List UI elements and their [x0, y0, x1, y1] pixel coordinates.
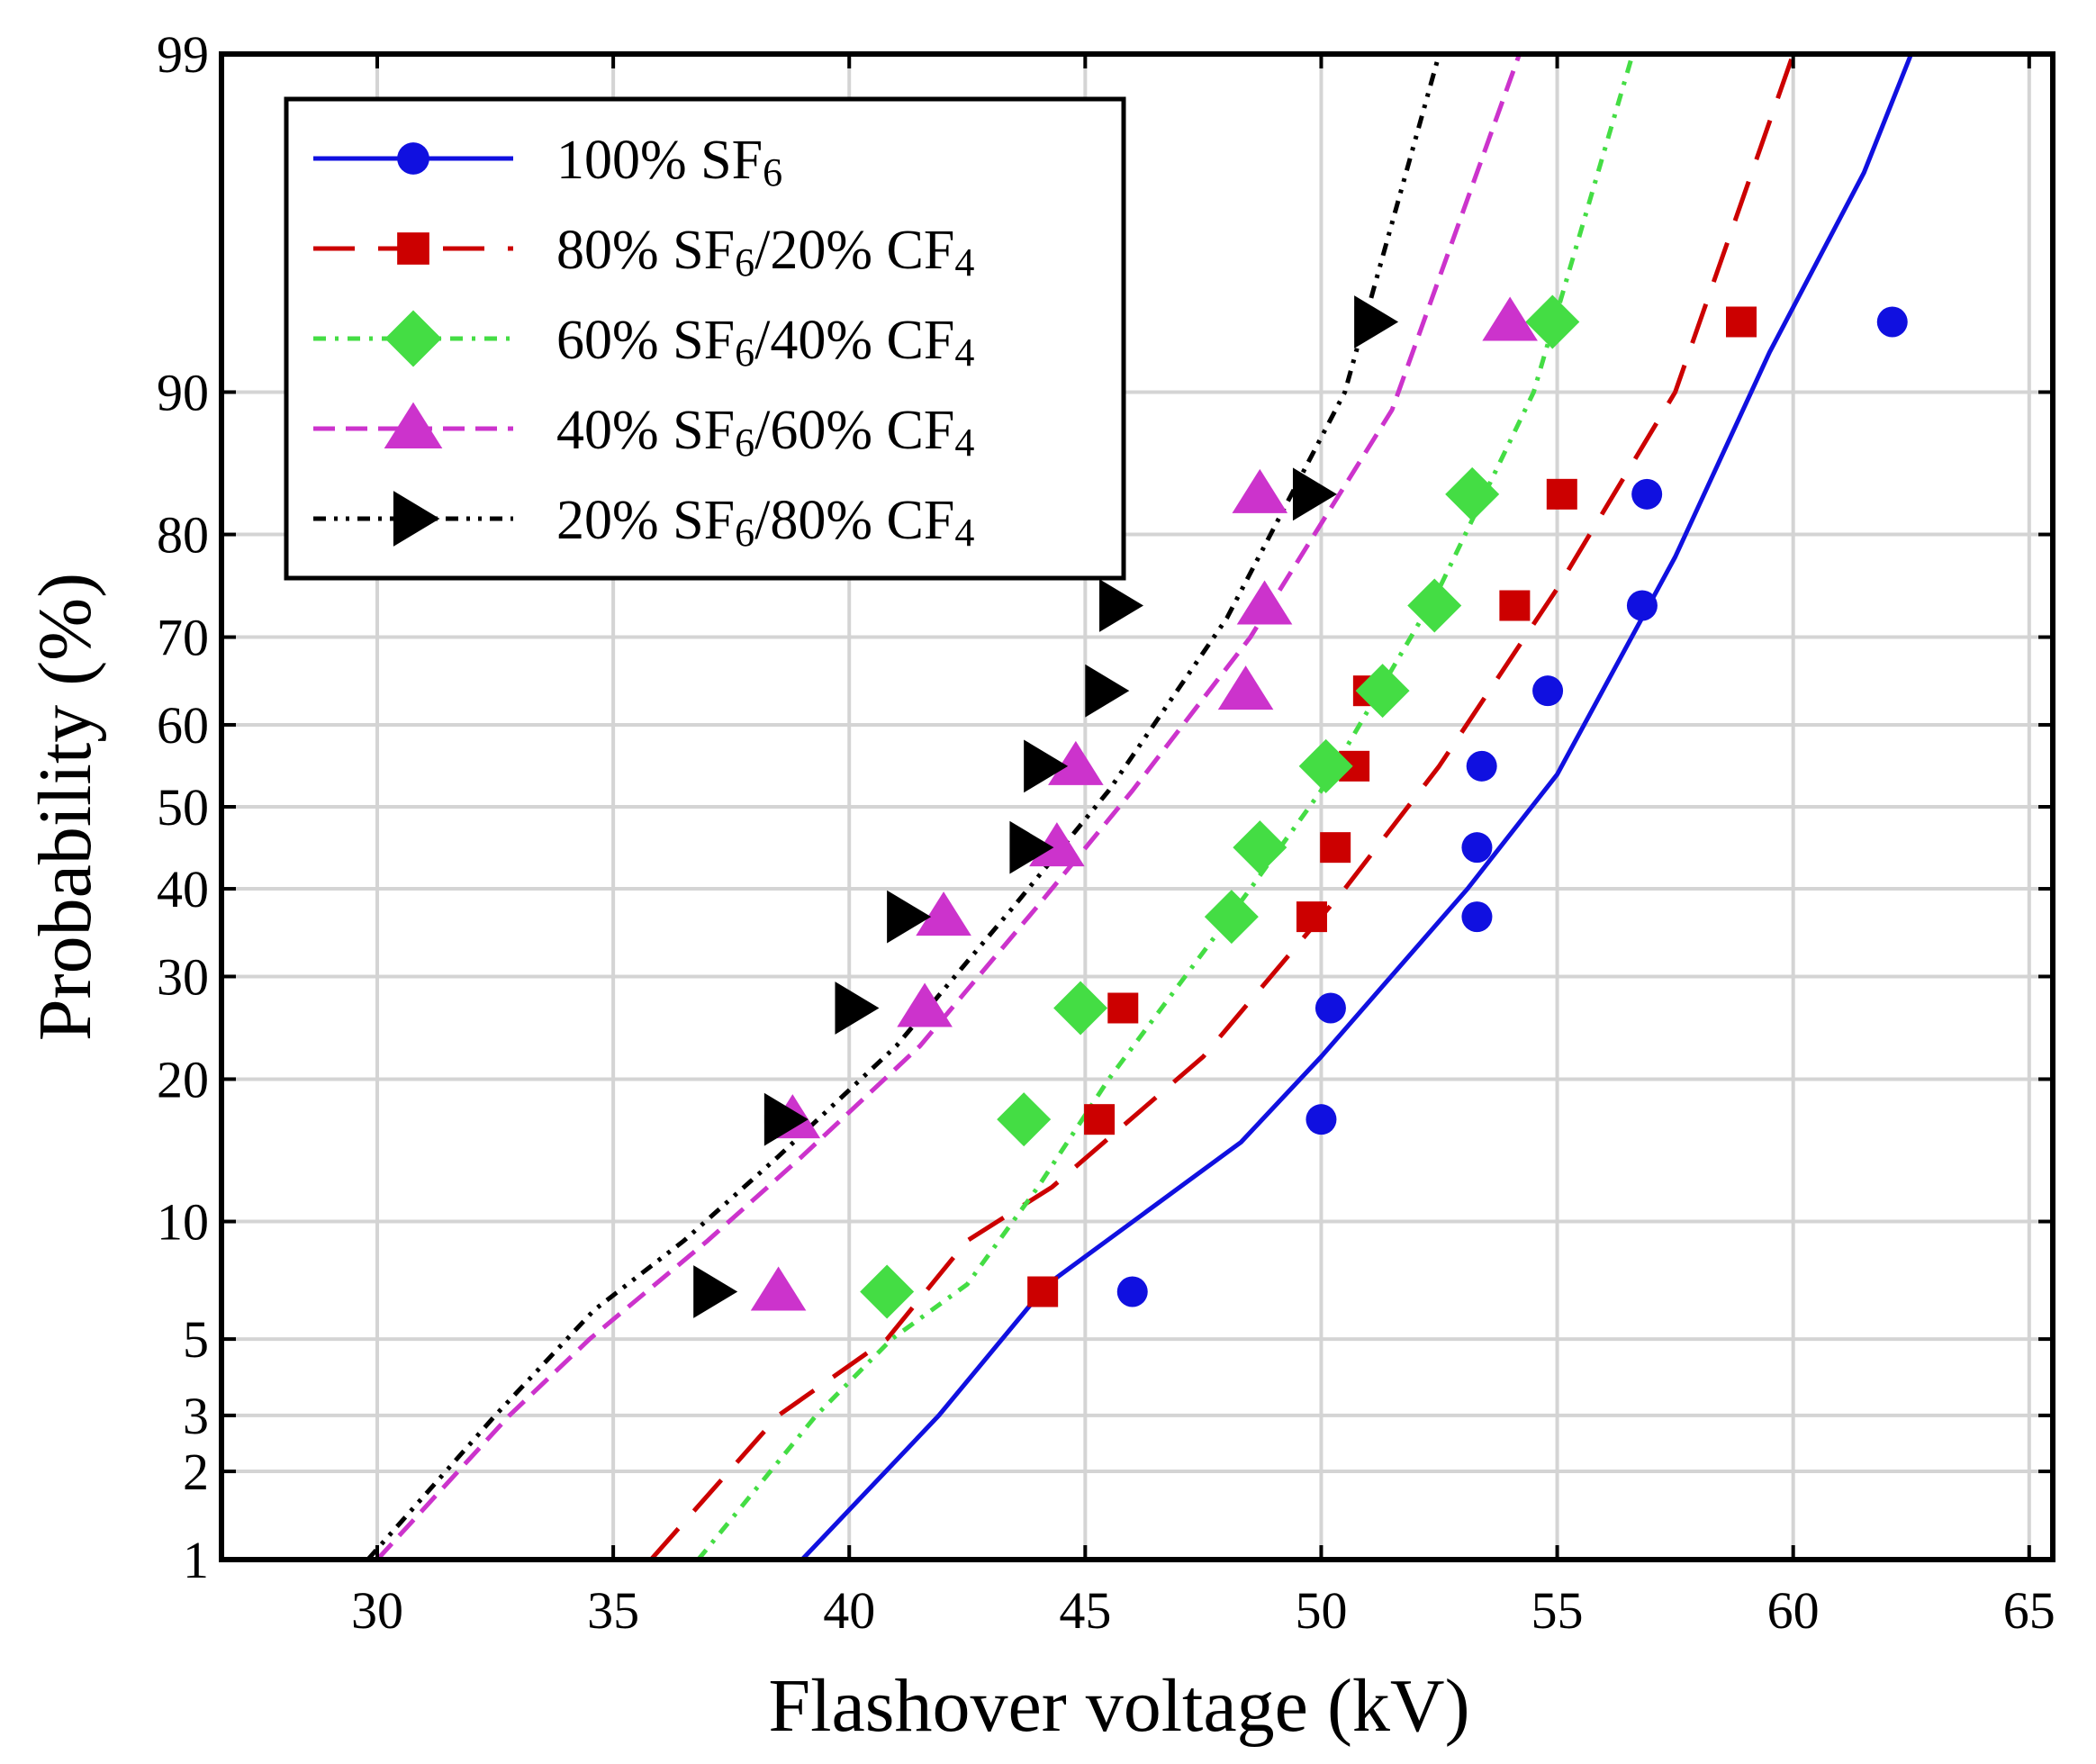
data-point-series-1: [1532, 675, 1564, 707]
data-point-series-3: [860, 1264, 915, 1319]
data-point-series-5: [1354, 295, 1399, 348]
legend-label-1: 100% SF6: [556, 130, 782, 194]
data-markers: [693, 294, 1908, 1319]
data-point-series-5: [887, 890, 932, 944]
data-point-series-2: [1726, 306, 1757, 338]
data-point-series-3: [1204, 890, 1259, 945]
data-point-series-1: [1116, 1276, 1148, 1307]
data-point-series-3: [1233, 820, 1287, 875]
data-point-series-4: [1029, 822, 1085, 867]
data-point-series-1: [1631, 478, 1663, 510]
x-tick-label: 45: [1059, 1581, 1111, 1640]
x-tick-label: 35: [587, 1581, 639, 1640]
data-point-series-5: [835, 982, 880, 1035]
axis-ticks: [221, 52, 2053, 1561]
fit-line-series-3: [696, 53, 1635, 1561]
x-axis-title: Flashover voltage (kV): [768, 1664, 1469, 1748]
data-point-series-5: [1099, 579, 1144, 632]
y-tick-label: 1: [183, 1531, 209, 1589]
legend: 100% SF6 80% SF6/20% CF4 60% SF6/40% CF4 40…: [284, 96, 1126, 581]
legend-label-4: 40% SF6/60% CF4: [556, 400, 974, 465]
x-tick-label: 50: [1295, 1581, 1347, 1640]
x-tick-label: 30: [351, 1581, 403, 1640]
y-tick-label: 60: [157, 696, 209, 755]
data-point-series-3: [1355, 664, 1410, 719]
y-tick-label: 70: [157, 609, 209, 667]
data-point-series-5: [1292, 467, 1337, 521]
x-tick-labels: 30 35 40 45 50 55 60 65: [351, 1581, 2055, 1640]
legend-marker-4: [384, 402, 443, 449]
y-tick-label: 10: [157, 1193, 209, 1252]
y-tick-label: 3: [183, 1387, 209, 1445]
data-point-series-1: [1461, 901, 1493, 933]
fit-line-series-4: [375, 53, 1522, 1561]
y-tick-label: 50: [157, 778, 209, 837]
y-tick-label: 80: [157, 506, 209, 565]
data-point-series-4: [897, 982, 953, 1027]
legend-marker-2: [397, 232, 429, 265]
data-point-series-4: [1482, 296, 1538, 341]
legend-marker-1: [397, 142, 429, 175]
x-tick-label: 60: [1767, 1581, 1820, 1640]
legend-marker-3: [384, 310, 442, 367]
data-point-series-1: [1305, 1104, 1337, 1135]
data-point-series-5: [693, 1265, 738, 1318]
data-point-series-2: [1107, 992, 1139, 1024]
legend-marker-5: [393, 491, 440, 547]
x-tick-label: 40: [823, 1581, 875, 1640]
fit-line-series-1: [800, 53, 1914, 1561]
data-point-series-3: [1407, 578, 1462, 633]
data-point-series-4: [1236, 580, 1293, 625]
data-point-series-3: [1298, 738, 1353, 793]
y-tick-label: 90: [157, 363, 209, 421]
data-point-series-2: [1320, 832, 1351, 864]
y-tick-label: 99: [157, 25, 209, 84]
legend-label-5: 20% SF6/80% CF4: [556, 490, 974, 555]
x-tick-label: 65: [2003, 1581, 2055, 1640]
data-point-series-1: [1876, 306, 1908, 338]
data-point-series-4: [1217, 665, 1274, 710]
data-point-series-1: [1315, 992, 1346, 1024]
data-point-series-5: [1024, 739, 1069, 793]
data-point-series-4: [916, 891, 971, 936]
data-point-series-4: [750, 1266, 807, 1311]
data-point-series-2: [1296, 901, 1327, 933]
data-point-series-2: [1084, 1104, 1116, 1135]
y-tick-label: 30: [157, 947, 209, 1006]
data-point-series-5: [1009, 820, 1054, 874]
y-tick-label: 2: [183, 1443, 209, 1501]
fit-line-series-2: [649, 53, 1796, 1561]
y-tick-label: 5: [183, 1310, 209, 1369]
data-point-series-5: [1085, 664, 1130, 718]
data-point-series-5: [763, 1092, 809, 1146]
fit-lines: [366, 53, 1914, 1561]
data-point-series-3: [1053, 981, 1108, 1036]
legend-label-2: 80% SF6/20% CF4: [556, 220, 974, 285]
data-point-series-1: [1461, 832, 1493, 864]
legend-label-3: 60% SF6/40% CF4: [556, 310, 974, 375]
data-point-series-2: [1546, 478, 1577, 510]
y-axis-title: Probability (%): [23, 573, 107, 1041]
y-tick-label: 20: [157, 1050, 209, 1108]
data-point-series-3: [997, 1092, 1052, 1147]
x-tick-label: 55: [1531, 1581, 1584, 1640]
data-point-series-3: [1525, 294, 1580, 349]
data-point-series-3: [1445, 466, 1500, 521]
data-point-series-2: [1027, 1276, 1059, 1307]
data-point-series-2: [1499, 590, 1531, 621]
fit-line-series-5: [366, 53, 1441, 1561]
y-tick-labels: 1 23 5 10 20 30 40 50 60 70 80 90 99: [157, 25, 209, 1589]
data-point-series-4: [1232, 468, 1288, 513]
data-point-series-1: [1466, 750, 1497, 782]
data-point-series-1: [1626, 590, 1658, 621]
data-point-series-4: [1048, 740, 1104, 785]
y-tick-label: 40: [157, 860, 209, 918]
